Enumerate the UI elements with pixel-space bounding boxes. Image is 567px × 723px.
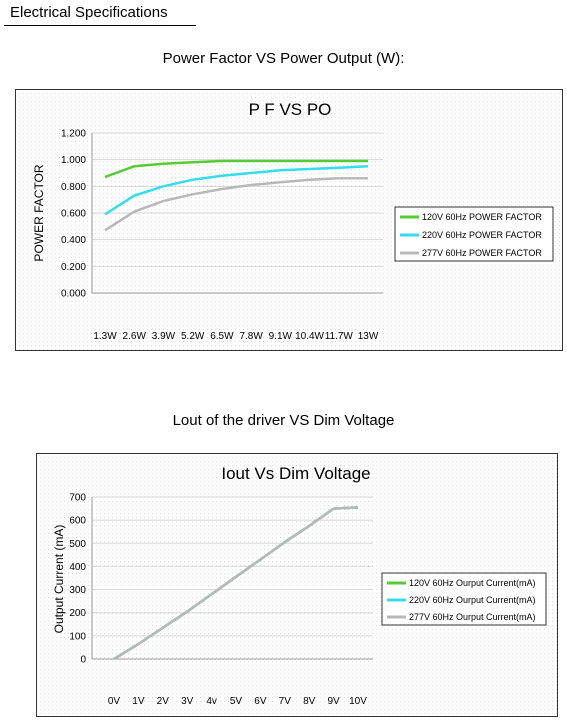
- y-tick-label: 0.400: [61, 235, 86, 246]
- chart-1-heading: Power Factor VS Power Output (W):: [162, 50, 405, 67]
- y-tick-label: 100: [69, 631, 86, 642]
- legend-label: 277V 60Hz Ourput Current(mA): [409, 612, 536, 622]
- y-tick-label: 1.200: [61, 129, 86, 140]
- chart-2-heading: Lout of the driver VS Dim Voltage: [172, 412, 395, 429]
- x-tick-label: 3V: [181, 696, 194, 707]
- y-tick-label: 500: [69, 539, 86, 550]
- legend-label: 120V 60Hz POWER FACTOR: [422, 212, 542, 222]
- x-tick-label: 7V: [279, 696, 292, 707]
- legend-box: [381, 572, 547, 626]
- x-tick-label: 8V: [303, 696, 316, 707]
- x-tick-label: 3.9W: [152, 331, 176, 342]
- x-tick-label: 9.1W: [269, 331, 293, 342]
- iout-dim-voltage-chart: Iout Vs Dim Voltage 0 100 200 300 400 500 600 70…: [36, 453, 558, 717]
- x-tick-label: 5V: [230, 696, 243, 707]
- x-tick-label: 11.7W: [325, 331, 354, 342]
- y-tick-label: 0.200: [61, 262, 86, 273]
- series-line-1: [104, 159, 368, 179]
- x-tick-label: 5.2W: [181, 331, 205, 342]
- x-tick-label: 6V: [254, 696, 267, 707]
- x-tick-label: 1V: [132, 696, 145, 707]
- y-tick-label: 0: [80, 655, 86, 666]
- series-line-3: [113, 506, 359, 661]
- x-tick-label: 13W: [358, 331, 379, 342]
- x-tick-label: 4v: [206, 696, 217, 707]
- y-tick-label: 1.000: [61, 155, 86, 166]
- y-tick-label: 0.600: [61, 209, 86, 220]
- legend-label: 220V 60Hz POWER FACTOR: [422, 230, 542, 240]
- y-axis-label: POWER FACTOR: [32, 164, 46, 261]
- section-divider: [4, 25, 196, 26]
- y-tick-label: 700: [69, 493, 86, 504]
- legend-label: 120V 60Hz Ourput Current(mA): [409, 578, 536, 588]
- legend-label: 277V 60Hz POWER FACTOR: [422, 248, 542, 258]
- y-tick-label: 400: [69, 562, 86, 573]
- y-axis-label: Output Current (mA): [52, 525, 66, 634]
- x-tick-label: 6.5W: [210, 331, 234, 342]
- x-tick-label: 1.3W: [93, 331, 117, 342]
- legend-label: 220V 60Hz Ourput Current(mA): [409, 595, 536, 605]
- y-tick-label: 600: [69, 516, 86, 527]
- section-title: Electrical Specifications: [10, 4, 168, 21]
- power-factor-chart: P F VS PO 0.000 0.200 0.400 0.600 0.800 1.000 1…: [15, 89, 563, 351]
- y-tick-label: 300: [69, 585, 86, 596]
- x-tick-label: 7.8W: [239, 331, 263, 342]
- x-tick-label: 10V: [349, 696, 367, 707]
- legend-box: [394, 206, 554, 262]
- series-line-3: [104, 177, 368, 232]
- x-tick-label: 2V: [157, 696, 170, 707]
- series-line-2: [104, 165, 369, 216]
- y-tick-label: 200: [69, 608, 86, 619]
- x-tick-label: 9V: [327, 696, 340, 707]
- x-tick-label: 0V: [108, 696, 121, 707]
- y-tick-label: 0.000: [61, 289, 86, 300]
- chart-title: Iout Vs Dim Voltage: [221, 464, 370, 483]
- x-tick-label: 10.4W: [295, 331, 324, 342]
- y-tick-label: 0.800: [61, 182, 86, 193]
- chart-title: P F VS PO: [249, 100, 332, 119]
- x-tick-label: 2.6W: [123, 331, 147, 342]
